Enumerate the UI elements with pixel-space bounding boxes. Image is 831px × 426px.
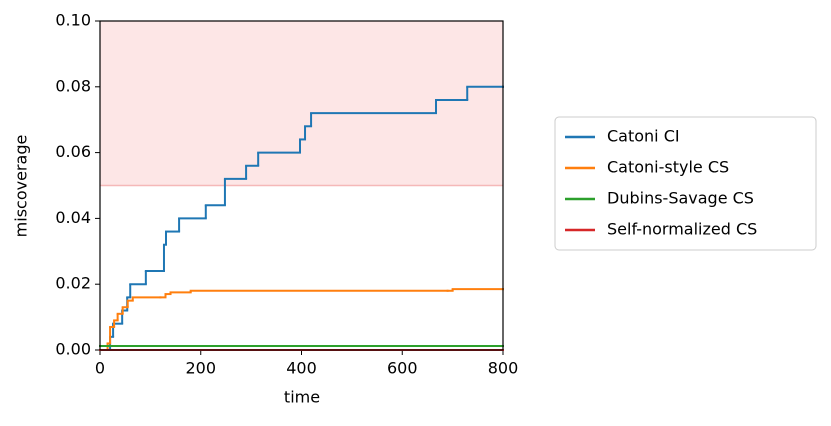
y-tick-label: 0.10 xyxy=(55,11,91,30)
legend-label: Self-normalized CS xyxy=(607,220,757,239)
x-tick-label: 600 xyxy=(387,359,418,378)
y-tick-label: 0.06 xyxy=(55,142,91,161)
plot-frame xyxy=(99,20,504,351)
x-tick-label: 200 xyxy=(185,359,216,378)
x-tick-label: 800 xyxy=(488,359,519,378)
x-tick-label: 0 xyxy=(95,359,105,378)
legend-label: Catoni CI xyxy=(607,127,680,146)
shaded-region xyxy=(100,21,503,186)
y-tick-label: 0.08 xyxy=(55,76,91,95)
y-tick-label: 0.02 xyxy=(55,274,91,293)
legend-label: Catoni-style CS xyxy=(607,158,729,177)
y-tick-label: 0.00 xyxy=(55,340,91,359)
y-tick-label: 0.04 xyxy=(55,208,91,227)
legend-box xyxy=(554,116,817,251)
x-axis-label: time xyxy=(284,388,320,407)
y-axis-label: miscoverage xyxy=(12,135,31,238)
x-tick-label: 400 xyxy=(286,359,317,378)
legend-label: Dubins-Savage CS xyxy=(607,189,754,208)
